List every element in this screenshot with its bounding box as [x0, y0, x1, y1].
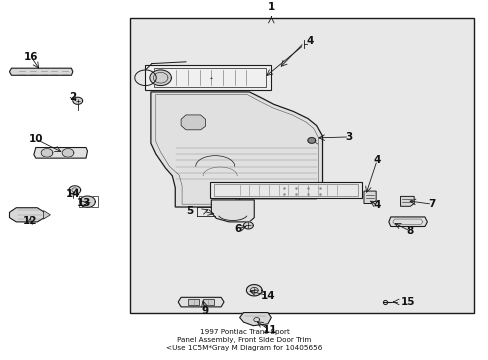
- Text: 11: 11: [262, 325, 277, 335]
- Polygon shape: [239, 312, 271, 326]
- Text: 13: 13: [76, 198, 91, 208]
- Text: 4: 4: [373, 200, 380, 210]
- Text: 9: 9: [202, 306, 209, 316]
- Polygon shape: [178, 297, 224, 307]
- Text: 16: 16: [23, 51, 38, 62]
- Text: 2: 2: [69, 91, 76, 102]
- Text: <Use 1C5M*Gray M Diagram for 10405656: <Use 1C5M*Gray M Diagram for 10405656: [166, 345, 322, 351]
- Polygon shape: [400, 197, 413, 206]
- Polygon shape: [388, 217, 427, 226]
- Text: 4: 4: [373, 155, 380, 165]
- Polygon shape: [80, 196, 95, 207]
- Text: 1: 1: [267, 2, 274, 12]
- Polygon shape: [210, 182, 361, 198]
- Polygon shape: [363, 191, 375, 203]
- Text: 7: 7: [427, 199, 435, 209]
- Bar: [130, 18, 473, 313]
- Text: 10: 10: [28, 134, 43, 144]
- Polygon shape: [203, 299, 213, 306]
- Text: 12: 12: [22, 216, 37, 226]
- Polygon shape: [188, 299, 199, 306]
- Polygon shape: [62, 149, 74, 157]
- Polygon shape: [150, 70, 171, 86]
- Polygon shape: [243, 222, 253, 229]
- Text: 15: 15: [400, 297, 414, 307]
- Polygon shape: [307, 138, 315, 143]
- Polygon shape: [43, 211, 50, 219]
- Polygon shape: [69, 186, 81, 194]
- Text: Panel Assembly, Front Side Door Trim: Panel Assembly, Front Side Door Trim: [177, 337, 311, 343]
- Polygon shape: [144, 66, 271, 90]
- Text: 8: 8: [406, 226, 413, 236]
- Polygon shape: [9, 68, 73, 75]
- Text: 14: 14: [65, 189, 80, 199]
- Text: 3: 3: [345, 132, 352, 142]
- Polygon shape: [151, 92, 322, 207]
- Polygon shape: [73, 97, 82, 104]
- Polygon shape: [9, 208, 44, 222]
- Text: 6: 6: [234, 224, 241, 234]
- Text: 14: 14: [260, 291, 275, 301]
- Polygon shape: [181, 115, 205, 130]
- Polygon shape: [246, 284, 262, 296]
- Polygon shape: [211, 200, 254, 222]
- Text: 1997 Pontiac Trans Sport: 1997 Pontiac Trans Sport: [199, 329, 289, 335]
- Polygon shape: [41, 149, 53, 157]
- Text: 5: 5: [185, 206, 193, 216]
- Polygon shape: [34, 148, 87, 158]
- Text: 4: 4: [306, 36, 314, 46]
